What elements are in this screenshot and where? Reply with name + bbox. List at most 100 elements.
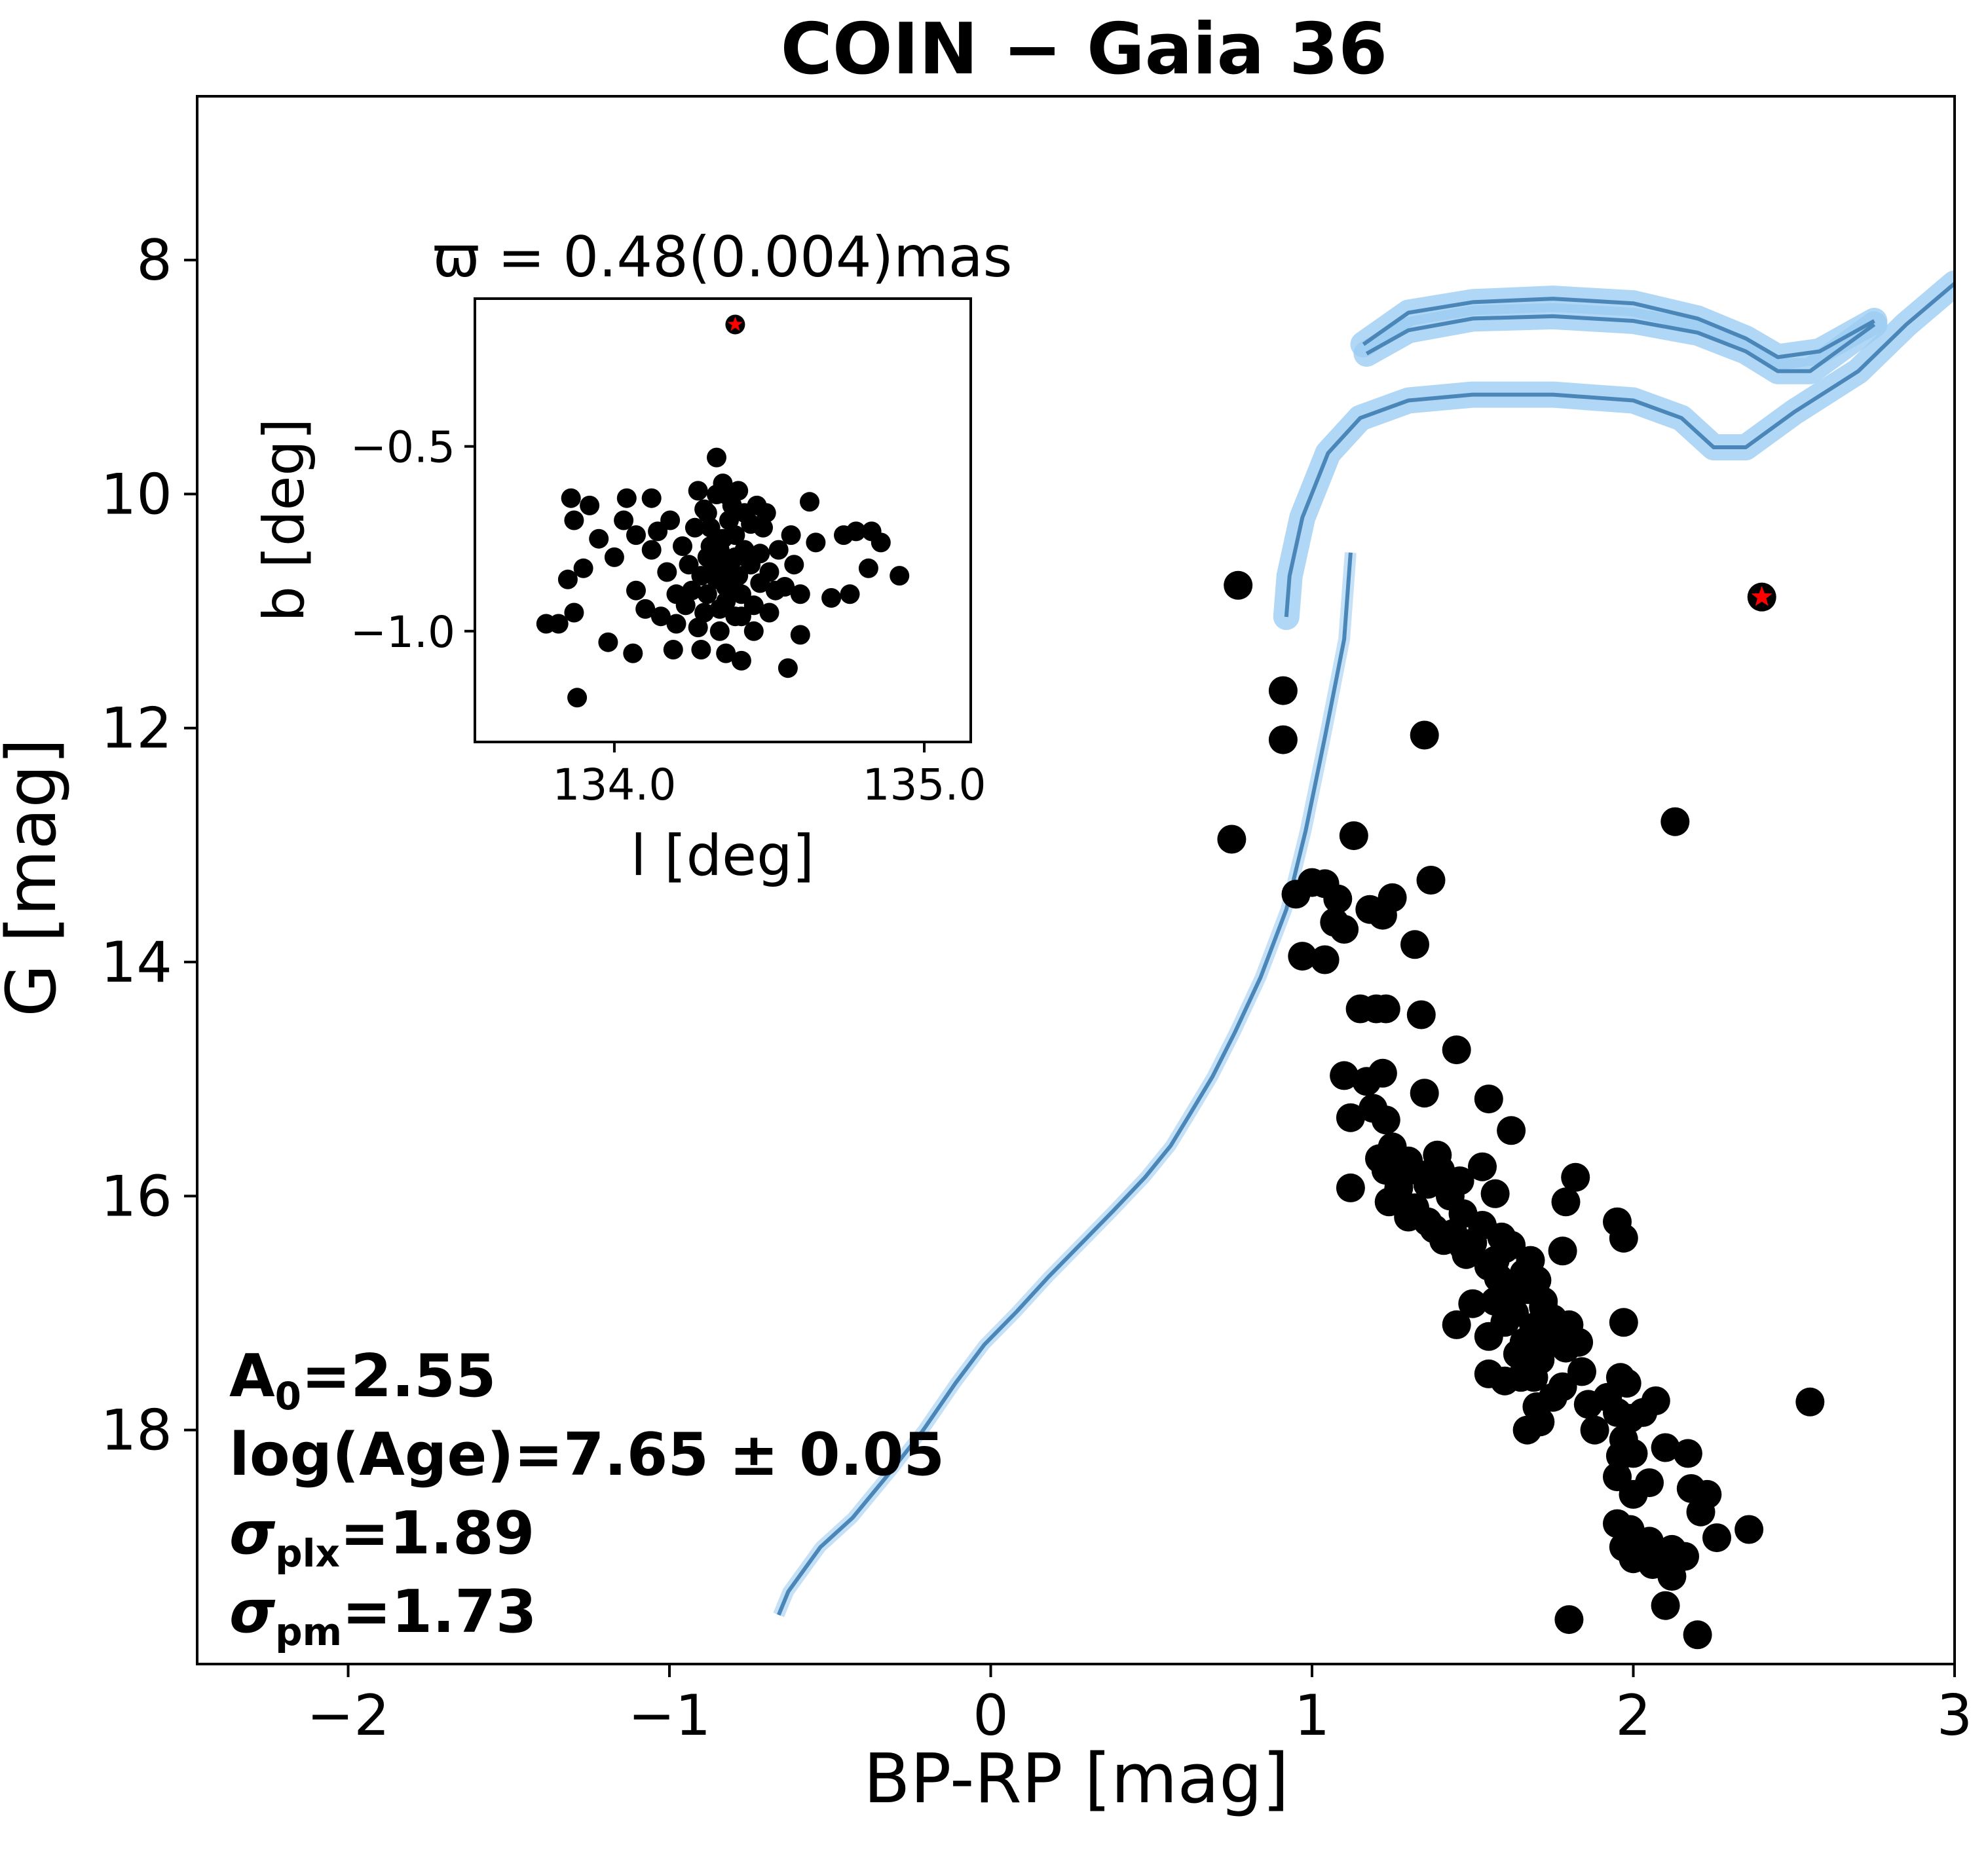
inset-point [759,602,779,623]
member-star-point [1603,1509,1632,1538]
inset-plot: 134.0 135.0 −0.5 −1.0 ϖ = 0.48(0.004)mas l… [252,225,1012,889]
member-star-point [1410,720,1439,750]
member-star-point [1387,1160,1417,1190]
inset-point [641,488,662,508]
member-star-point [1371,994,1400,1024]
member-star-point [1609,1308,1638,1337]
member-star-point [1336,1103,1365,1132]
member-star-point [1561,1162,1590,1192]
member-star-point [1551,1187,1581,1217]
member-star-point [1374,1187,1404,1217]
inset-y-tick-label: −0.5 [350,422,455,473]
sigma-pm-annotation: σpm=1.73 [229,1578,537,1654]
sigma-plx-subscript: plx [275,1531,340,1576]
y-axis-label: G [mag] [0,738,71,1017]
inset-title: ϖ = 0.48(0.004)mas [433,225,1013,290]
member-star-point [1416,866,1446,895]
inset-x-tick-label: 134.0 [552,760,676,810]
inset-point [688,481,708,501]
member-star-point [1474,1359,1503,1388]
inset-point [688,618,708,638]
member-star-point [1371,1105,1400,1135]
member-star-point [1413,1170,1442,1199]
member-star-point [1310,945,1340,974]
inset-point [675,595,696,616]
member-star-point [1480,1179,1510,1208]
x-tick-label: 0 [973,1683,1009,1749]
inset-point [650,606,671,627]
inset-point [626,525,646,546]
member-star-point [1548,1236,1577,1266]
main-plot-frame [196,95,1956,1665]
inset-point [666,614,686,634]
member-star-point [1442,1310,1471,1339]
member-star-point [1657,1534,1687,1564]
inset-point [685,517,705,538]
inset-point [660,510,681,530]
sigma-pm-value: =1.73 [342,1578,536,1646]
member-star-point [1368,900,1397,930]
inset-point [806,532,826,553]
member-star-point [1605,1363,1635,1392]
inset-point [731,606,751,627]
inset-points-layer [536,314,910,708]
y-tick-label: 14 [101,930,172,995]
member-star-point [1651,1433,1680,1462]
inset-point [548,614,569,634]
member-star-point [1795,1387,1825,1417]
sigma-pm-subscript: pm [275,1610,342,1654]
sigma-plx-annotation: σplx=1.89 [229,1499,535,1576]
member-star-point [1442,1035,1471,1065]
inset-point [707,447,726,468]
member-star-point [1394,1202,1423,1232]
chart-title: COIN − Gaia 36 [781,9,1388,90]
sigma-plx-symbol: σ [229,1499,276,1568]
member-star-point [1512,1415,1542,1445]
member-star-point [1509,1327,1539,1357]
member-star-point [1330,915,1359,944]
inset-red-star-icon [728,316,743,331]
inset-point [800,492,819,512]
inset-y-label: b [deg] [252,418,317,621]
inset-point [707,485,726,504]
isochrone-line [1365,314,1876,373]
member-star-point [1686,1497,1716,1527]
inset-point [790,625,810,645]
inset-point [564,602,584,623]
member-star-point [1567,1357,1596,1386]
member-star-point [1529,1293,1558,1322]
inset-point [716,643,736,663]
a0-symbol: A [229,1342,275,1411]
member-star-point [1217,824,1247,854]
member-star-point [1702,1523,1731,1553]
x-tick-label: 1 [1294,1683,1330,1749]
inset-point [573,558,593,578]
inset-point [871,532,891,553]
inset-point [557,569,578,589]
member-star-point [1445,1166,1474,1196]
isochrone-line [1284,282,1955,618]
member-star-point [1522,1266,1552,1295]
y-tick-label: 8 [136,228,172,293]
inset-point [616,488,637,508]
member-star-point [1480,1246,1510,1275]
a0-subscript: 0 [275,1374,301,1418]
member-star-point [1474,1084,1503,1114]
x-tick-label: 2 [1615,1683,1651,1749]
member-star-point [1474,1322,1503,1351]
y-tick-label: 12 [101,696,172,762]
member-star-point [1429,1226,1459,1255]
inset-point [694,602,715,623]
inset-y-ticks: −0.5 −1.0 [350,422,475,657]
inset-point [564,510,584,530]
inset-point [775,577,795,597]
inset-point [663,640,683,659]
member-star-point [1522,1392,1552,1421]
inset-point [781,525,801,546]
inset-point [743,621,764,641]
inset-point [719,510,739,530]
member-star-point [1410,1079,1439,1108]
inset-y-tick-label: −1.0 [350,607,455,657]
member-star-point [1458,1289,1488,1318]
